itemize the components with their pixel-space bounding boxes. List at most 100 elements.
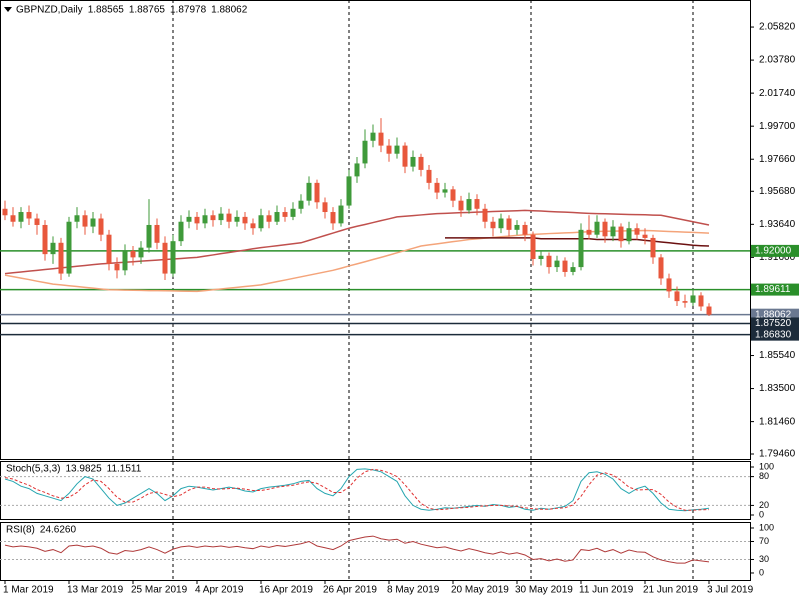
candle-body [626, 228, 632, 242]
level-label: 1.87520 [755, 318, 792, 329]
candle-body [34, 218, 40, 225]
candle-body [250, 223, 256, 229]
candle-body [186, 216, 192, 222]
indicator-line [445, 237, 710, 247]
candle-body [258, 215, 264, 229]
candle-body [10, 215, 16, 222]
candle-body [602, 221, 608, 237]
candle-body [642, 234, 648, 238]
candle-body [218, 213, 224, 221]
candle-body [274, 212, 280, 222]
candle-body [114, 263, 120, 271]
candle-body [682, 301, 688, 303]
candle-body [562, 260, 568, 272]
chart-title: GBPNZD,Daily [16, 5, 83, 16]
y-tick-label: 1.79460 [759, 449, 796, 460]
candle-body [138, 247, 144, 258]
y-tick-label: 1.91600 [759, 252, 796, 263]
candle-body [330, 212, 336, 224]
x-tick-label: 21 Jun 2019 [643, 585, 698, 596]
candle-body [202, 215, 208, 224]
indicator-title: RSI(8) [6, 525, 35, 536]
y-tick-label: 1.85540 [759, 350, 796, 361]
candle-body [82, 215, 88, 227]
candle-body [378, 132, 384, 146]
candle-body [266, 215, 272, 222]
rsi-panel-frame [0, 522, 751, 581]
candle-body [450, 189, 456, 201]
indicator-line [4, 209, 710, 275]
candle-body [466, 199, 472, 211]
candle-body [42, 224, 48, 255]
y-tick-label: 100 [759, 461, 774, 471]
candle-body [338, 205, 344, 224]
ohlc-readout: 1.87978 [170, 5, 207, 16]
y-tick-label: 100 [759, 522, 774, 532]
x-tick-label: 25 Mar 2019 [131, 585, 188, 596]
candle-body [650, 237, 656, 258]
indicator-line [4, 229, 710, 293]
y-tick-label: 0 [759, 567, 764, 577]
candle-body [354, 163, 360, 177]
ohlc-readout: 1.88062 [211, 5, 248, 16]
candle-body [306, 182, 312, 201]
candle-body [162, 242, 168, 274]
y-tick-label: 2.03780 [759, 55, 796, 66]
y-tick-label: 70 [759, 536, 769, 546]
candle-body [410, 156, 416, 167]
indicator-readout: 24.6260 [40, 525, 77, 536]
level-label-box [751, 328, 799, 341]
y-tick-label: 80 [759, 471, 769, 481]
candle-body [554, 260, 560, 268]
indicator-line [4, 535, 710, 564]
stoch-panel-frame [0, 461, 751, 520]
level-label-box [751, 283, 799, 296]
candle-body [386, 145, 392, 154]
level-label: 1.88062 [755, 309, 792, 320]
level-label: 1.89611 [755, 284, 791, 295]
candle-body [194, 216, 200, 224]
x-tick-label: 20 May 2019 [451, 585, 509, 596]
candle-body [226, 213, 232, 222]
main-panel-frame [0, 0, 751, 460]
candle-body [106, 234, 112, 264]
candle-body [634, 228, 640, 235]
y-tick-label: 1.97660 [759, 154, 796, 165]
candle-body [402, 145, 408, 167]
candle-body [154, 224, 160, 243]
candle-body [50, 242, 56, 255]
candle-body [546, 255, 552, 268]
candle-body [418, 156, 424, 170]
candle-body [482, 208, 488, 222]
y-tick-label: 2.01740 [759, 88, 796, 99]
candle-body [282, 212, 288, 217]
candle-body [610, 226, 616, 237]
candle-body [2, 208, 8, 216]
candle-body [570, 267, 576, 272]
candle-body [434, 182, 440, 193]
indicator-readout: 11.1511 [107, 464, 142, 475]
candle-body [370, 132, 376, 141]
ohlc-readout: 1.88765 [129, 5, 166, 16]
candle-body [474, 199, 480, 209]
candle-body [426, 169, 432, 183]
candle-body [522, 224, 528, 235]
candle-body [58, 242, 64, 274]
candle-body [458, 200, 464, 211]
x-tick-label: 3 Jul 2019 [707, 585, 754, 596]
indicator-title: Stoch(5,3,3) [6, 464, 60, 475]
candle-body [242, 216, 248, 224]
candle-body [490, 221, 496, 229]
y-tick-label: 20 [759, 500, 769, 510]
candle-body [530, 234, 536, 259]
candle-body [666, 278, 672, 292]
ohlc-readout: 1.88565 [88, 5, 125, 16]
candle-body [98, 218, 104, 235]
candle-body [210, 215, 216, 221]
candle-body [506, 218, 512, 230]
candle-body [498, 218, 504, 229]
candle-body [18, 212, 24, 222]
level-label-box [751, 244, 799, 257]
y-tick-label: 1.83500 [759, 383, 796, 394]
candle-body [26, 212, 32, 219]
